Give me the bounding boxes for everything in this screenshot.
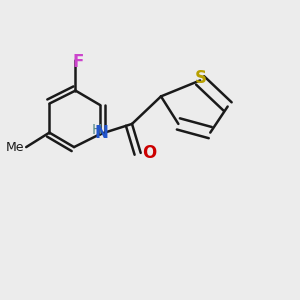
Text: S: S (195, 69, 207, 87)
Text: F: F (72, 53, 83, 71)
Text: H: H (92, 123, 102, 137)
Text: O: O (142, 144, 157, 162)
Text: N: N (94, 124, 109, 142)
Text: Me: Me (5, 141, 24, 154)
